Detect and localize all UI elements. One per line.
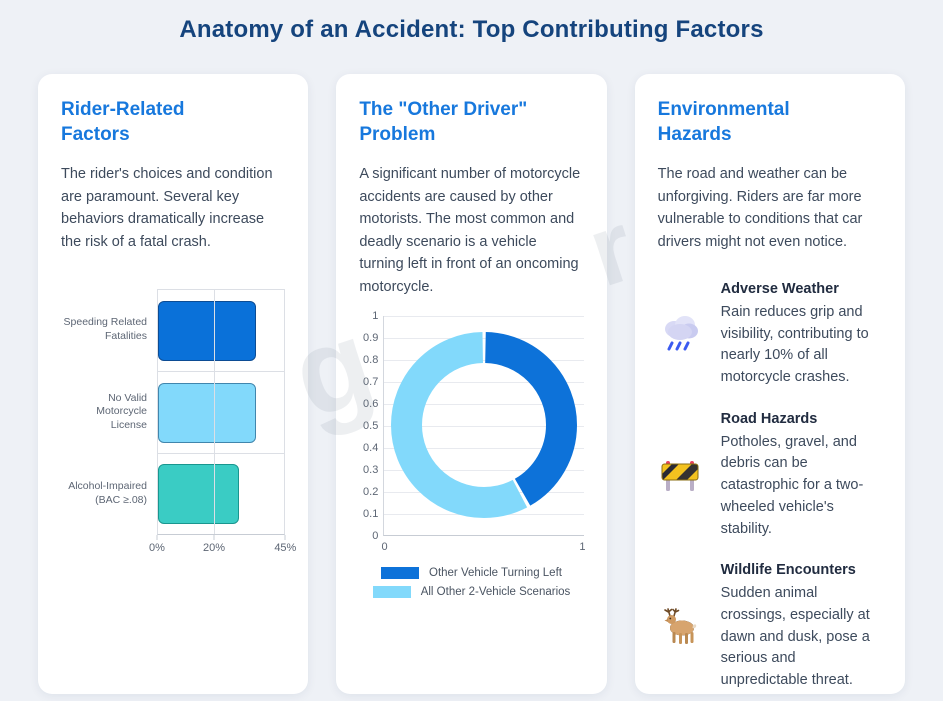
x-tick: 0 xyxy=(381,540,388,553)
x-tick-label: 20% xyxy=(203,542,226,555)
gridline xyxy=(384,425,584,427)
env-item-road-hazards: Road Hazards Potholes, gravel, and debri… xyxy=(658,409,882,541)
gridline xyxy=(214,454,216,535)
bar-chart-rows: Speeding Related Fatalities No Valid Moto… xyxy=(61,289,286,536)
legend-item-turning-left[interactable]: Other Vehicle Turning Left xyxy=(381,566,562,579)
env-item-adverse-weather: Adverse Weather Rain reduces grip and vi… xyxy=(658,279,882,389)
bar-category-label: No Valid Motorcycle License xyxy=(96,391,147,431)
gridline xyxy=(214,372,216,454)
card-title: Rider-Related Factors xyxy=(61,99,185,146)
env-item-title: Road Hazards xyxy=(720,410,818,427)
legend-item-other-scenarios[interactable]: All Other 2-Vehicle Scenarios xyxy=(372,585,571,598)
bar-row: No Valid Motorcycle License xyxy=(61,371,286,454)
deer-icon xyxy=(663,608,696,645)
page-title: Anatomy of an Accident: Top Contributing… xyxy=(179,16,764,43)
card-other-driver-problem: The "Other Driver" Problem A significant… xyxy=(336,74,607,694)
tick-mark xyxy=(284,535,286,541)
x-tick-label: 0% xyxy=(149,542,165,555)
env-item-title: Wildlife Encounters xyxy=(720,562,856,579)
donut-legend: Other Vehicle Turning Left All Other 2-V… xyxy=(359,566,583,598)
y-tick-label: 0 xyxy=(372,529,379,542)
donut-chart xyxy=(390,332,577,519)
gridline xyxy=(384,447,584,449)
card-rider-related-factors: Rider-Related Factors The rider's choice… xyxy=(38,74,309,694)
legend-label: All Other 2-Vehicle Scenarios xyxy=(420,585,571,598)
tick-mark xyxy=(213,535,215,541)
donut-slice[interactable] xyxy=(390,332,577,519)
y-tick-label: 0.2 xyxy=(363,485,379,498)
env-item-title: Adverse Weather xyxy=(720,281,839,298)
donut-chart-block: 1 0.9 0.8 0.7 0.6 0.5 0.4 0.3 0.2 0.1 0 0 1 Other … xyxy=(359,310,586,598)
rain-cloud-icon xyxy=(664,315,698,351)
x-tick-label: 45% xyxy=(274,542,297,555)
bar[interactable] xyxy=(158,300,257,361)
card-title: Environmental Hazards xyxy=(657,99,790,146)
gridline xyxy=(384,403,584,405)
y-tick-label: 1 xyxy=(372,309,379,322)
card-title: The "Other Driver" Problem xyxy=(359,99,528,146)
legend-label: Other Vehicle Turning Left xyxy=(429,566,562,579)
card-intro: The rider's choices and condition are pa… xyxy=(61,166,273,250)
y-tick-label: 0.4 xyxy=(363,441,379,454)
donut-slice[interactable] xyxy=(390,332,577,519)
y-tick-label: 0.3 xyxy=(363,463,379,476)
legend-swatch-light-blue xyxy=(372,585,411,598)
y-tick-label: 0.7 xyxy=(363,375,379,388)
bar-category-label: Speeding Related Fatalities xyxy=(63,316,147,343)
donut-x-axis: 0 1 xyxy=(381,536,586,553)
y-tick-label: 0.1 xyxy=(363,507,379,520)
x-tick: 1 xyxy=(579,540,586,553)
gridline xyxy=(214,290,216,372)
y-tick-label: 0.8 xyxy=(363,353,379,366)
cards-row: Rider-Related Factors The rider's choice… xyxy=(0,44,943,694)
donut-plot xyxy=(383,315,584,536)
env-item-text: Rain reduces grip and visibility, contri… xyxy=(720,303,869,386)
y-tick-label: 0.6 xyxy=(363,397,379,410)
gridline xyxy=(384,469,584,471)
env-item-text: Potholes, gravel, and debris can be cata… xyxy=(720,433,864,537)
card-intro: A significant number of motorcycle accid… xyxy=(359,166,581,295)
legend-swatch-dark-blue xyxy=(381,566,419,579)
gridline xyxy=(384,337,584,339)
bar-chart-x-axis: 0% 20% 45% xyxy=(61,535,296,559)
bar[interactable] xyxy=(158,382,257,443)
y-tick-label: 0.5 xyxy=(363,419,379,432)
gridline xyxy=(384,315,584,317)
y-tick-label: 0.9 xyxy=(363,331,379,344)
gridline xyxy=(384,359,584,361)
construction-barrier-icon xyxy=(661,460,699,491)
env-item-text: Sudden animal crossings, especially at d… xyxy=(720,585,870,689)
bar[interactable] xyxy=(158,464,240,525)
card-intro: The road and weather can be unforgiving.… xyxy=(657,166,863,250)
tick-mark xyxy=(156,535,158,541)
bar-category-label: Alcohol-Impaired (BAC ≥.08) xyxy=(68,480,147,507)
bar-chart: Speeding Related Fatalities No Valid Moto… xyxy=(61,289,296,559)
bar-row: Alcohol-Impaired (BAC ≥.08) xyxy=(61,453,286,536)
card-environmental-hazards: Environmental Hazards The road and weath… xyxy=(634,74,905,694)
environment-items: Adverse Weather Rain reduces grip and vi… xyxy=(658,279,882,692)
bar-chart-x-ticks: 0% 20% 45% xyxy=(149,535,296,559)
bar-row: Speeding Related Fatalities xyxy=(61,289,286,372)
gridline xyxy=(384,381,584,383)
donut-y-axis: 1 0.9 0.8 0.7 0.6 0.5 0.4 0.3 0.2 0.1 0 xyxy=(359,310,383,542)
env-item-wildlife-encounters: Wildlife Encounters Sudden animal crossi… xyxy=(658,560,882,692)
